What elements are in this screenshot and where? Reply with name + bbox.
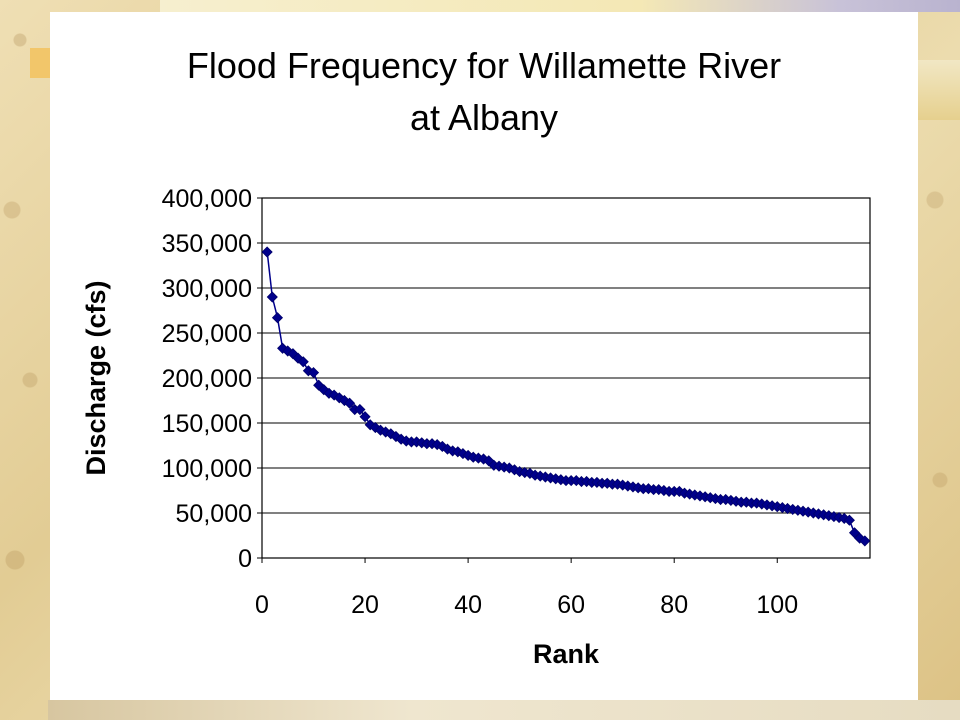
y-axis-title: Discharge (cfs) <box>81 280 111 475</box>
x-axis-title: Rank <box>533 639 600 669</box>
right-decor <box>918 60 960 120</box>
data-point-marker <box>307 367 320 379</box>
x-tick-label: 80 <box>660 591 688 619</box>
chart-title-line-2: at Albany <box>409 97 559 138</box>
y-tick-label: 50,000 <box>176 500 252 528</box>
data-point-marker <box>859 535 871 547</box>
data-point-marker <box>261 246 273 258</box>
chart-title-line-1: Flood Frequency for Willamette River <box>186 45 782 86</box>
y-tick-label: 250,000 <box>162 320 252 348</box>
data-point-marker <box>297 356 309 368</box>
x-tick-label: 0 <box>255 591 269 619</box>
y-tick-label: 350,000 <box>162 230 252 258</box>
data-point-marker <box>266 291 278 303</box>
data-point-marker <box>843 514 855 526</box>
y-tick-label: 0 <box>238 545 252 573</box>
data-point-marker <box>354 403 366 416</box>
chart-title: Flood Frequency for Willamette River at … <box>50 40 918 144</box>
data-point-marker <box>271 312 284 324</box>
data-point-marker <box>359 411 371 423</box>
y-tick-label: 150,000 <box>162 410 252 438</box>
x-tick-label: 40 <box>454 591 482 619</box>
y-tick-label: 400,000 <box>162 185 252 213</box>
bottom-decor-strip <box>48 700 960 720</box>
y-tick-label: 100,000 <box>162 455 252 483</box>
data-point-marker <box>344 397 356 409</box>
x-tick-label: 100 <box>756 591 798 619</box>
y-tick-label: 200,000 <box>162 365 252 393</box>
top-decor-band <box>160 0 960 12</box>
y-tick-label: 300,000 <box>162 275 252 303</box>
x-tick-label: 60 <box>557 591 585 619</box>
x-tick-label: 20 <box>351 591 379 619</box>
